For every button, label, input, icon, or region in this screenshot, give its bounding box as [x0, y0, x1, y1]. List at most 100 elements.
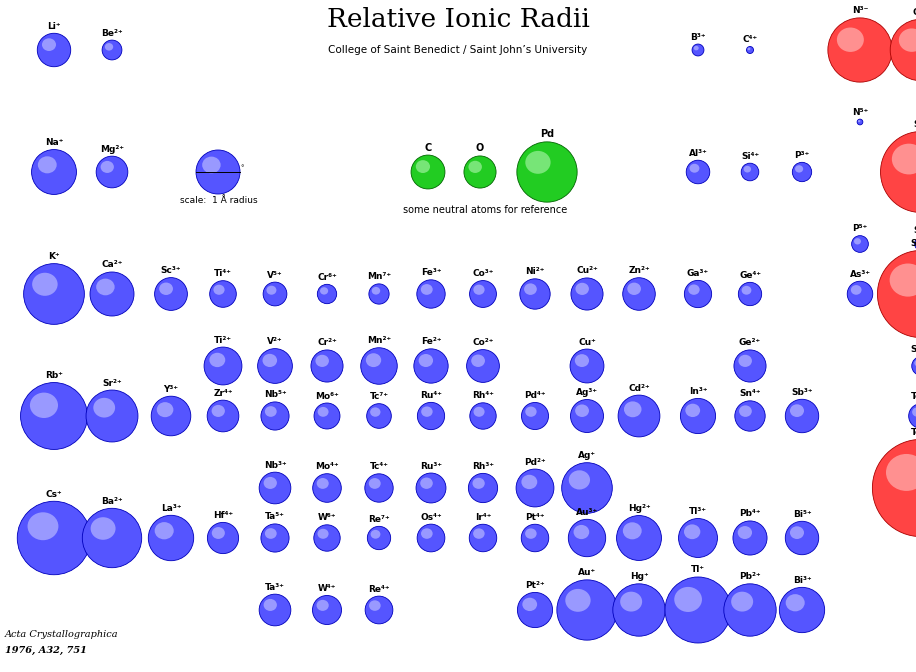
Ellipse shape — [369, 600, 381, 611]
Circle shape — [261, 524, 289, 552]
Ellipse shape — [265, 528, 277, 539]
Circle shape — [780, 587, 824, 632]
Ellipse shape — [264, 599, 277, 611]
Circle shape — [665, 577, 731, 643]
Text: Te²⁻: Te²⁻ — [911, 428, 916, 437]
Circle shape — [557, 580, 617, 640]
Circle shape — [259, 472, 291, 504]
Ellipse shape — [32, 273, 58, 296]
Ellipse shape — [155, 522, 174, 540]
Text: Au³⁺: Au³⁺ — [576, 508, 598, 517]
Circle shape — [469, 524, 496, 552]
Ellipse shape — [623, 522, 642, 540]
Ellipse shape — [157, 402, 173, 417]
Text: Mn⁷⁺: Mn⁷⁺ — [367, 272, 391, 282]
Ellipse shape — [473, 478, 485, 489]
Circle shape — [734, 350, 766, 382]
Circle shape — [463, 156, 496, 188]
Circle shape — [741, 163, 758, 181]
Ellipse shape — [315, 355, 329, 367]
Text: Mo⁶⁺: Mo⁶⁺ — [315, 392, 339, 401]
Text: Hf⁴⁺: Hf⁴⁺ — [213, 511, 233, 520]
Ellipse shape — [212, 405, 225, 417]
Circle shape — [562, 463, 612, 513]
Circle shape — [470, 403, 496, 429]
Circle shape — [17, 501, 91, 575]
Ellipse shape — [263, 354, 277, 367]
Ellipse shape — [318, 407, 329, 417]
Ellipse shape — [104, 43, 114, 50]
Ellipse shape — [914, 360, 916, 366]
Circle shape — [470, 281, 496, 307]
Ellipse shape — [620, 591, 642, 612]
Circle shape — [692, 44, 703, 56]
Circle shape — [613, 584, 665, 636]
Text: Pb²⁺: Pb²⁺ — [739, 573, 761, 581]
Circle shape — [38, 34, 71, 67]
Ellipse shape — [624, 401, 641, 417]
Ellipse shape — [42, 38, 56, 51]
Text: Re⁷⁺: Re⁷⁺ — [368, 515, 390, 524]
Circle shape — [96, 156, 128, 188]
Ellipse shape — [421, 407, 432, 417]
Circle shape — [155, 278, 188, 310]
Ellipse shape — [27, 512, 59, 540]
Text: Nb⁵⁺: Nb⁵⁺ — [264, 390, 287, 399]
Circle shape — [367, 526, 390, 550]
Text: O: O — [476, 143, 485, 153]
Text: Mg²⁺: Mg²⁺ — [100, 144, 124, 154]
Text: P³⁺: P³⁺ — [794, 151, 810, 160]
Ellipse shape — [575, 283, 589, 295]
Circle shape — [417, 524, 445, 552]
Circle shape — [738, 282, 762, 306]
Text: Rh³⁺: Rh³⁺ — [472, 462, 494, 471]
Ellipse shape — [420, 284, 432, 295]
Ellipse shape — [899, 28, 916, 52]
Ellipse shape — [369, 478, 381, 489]
Circle shape — [684, 280, 712, 308]
Text: Ti²⁺: Ti²⁺ — [214, 335, 232, 345]
Ellipse shape — [889, 263, 916, 296]
Ellipse shape — [416, 160, 430, 173]
Text: Cs⁺: Cs⁺ — [46, 490, 62, 499]
Text: K⁺: K⁺ — [49, 252, 60, 261]
Text: Pt²⁺: Pt²⁺ — [525, 581, 545, 590]
Ellipse shape — [267, 286, 277, 295]
Text: 1976, A32, 751: 1976, A32, 751 — [5, 646, 87, 655]
Text: College of Saint Benedict / Saint John’s University: College of Saint Benedict / Saint John’s… — [328, 45, 588, 55]
Circle shape — [314, 403, 340, 429]
Circle shape — [519, 279, 551, 309]
Text: Si⁴⁺: Si⁴⁺ — [741, 152, 759, 161]
Text: Se²⁻: Se²⁻ — [911, 239, 916, 248]
Circle shape — [911, 357, 916, 375]
Circle shape — [785, 521, 819, 554]
Circle shape — [733, 521, 767, 555]
Ellipse shape — [565, 589, 591, 612]
Ellipse shape — [522, 597, 537, 611]
Text: Tl⁺: Tl⁺ — [691, 566, 705, 575]
Ellipse shape — [569, 470, 590, 489]
Circle shape — [311, 350, 344, 382]
Ellipse shape — [213, 285, 224, 295]
Text: Cu⁺: Cu⁺ — [578, 337, 596, 347]
Circle shape — [196, 150, 240, 194]
Text: La³⁺: La³⁺ — [160, 504, 181, 513]
Text: Li⁺: Li⁺ — [48, 22, 60, 31]
Text: Ga³⁺: Ga³⁺ — [687, 269, 709, 278]
Text: Ti⁴⁺: Ti⁴⁺ — [214, 269, 232, 278]
Text: O²⁻: O²⁻ — [912, 7, 916, 17]
Ellipse shape — [737, 526, 752, 539]
Ellipse shape — [744, 166, 751, 173]
Text: V⁵⁺: V⁵⁺ — [267, 271, 283, 280]
Ellipse shape — [30, 392, 58, 418]
Ellipse shape — [468, 161, 482, 173]
Circle shape — [361, 347, 398, 384]
Text: Sn⁴⁺: Sn⁴⁺ — [739, 389, 761, 398]
Text: Ta³⁺: Ta³⁺ — [265, 583, 285, 591]
Text: Cu²⁺: Cu²⁺ — [576, 266, 598, 276]
Circle shape — [24, 263, 84, 325]
Circle shape — [411, 155, 445, 189]
Circle shape — [623, 278, 655, 310]
Ellipse shape — [419, 354, 433, 367]
Ellipse shape — [837, 28, 864, 52]
